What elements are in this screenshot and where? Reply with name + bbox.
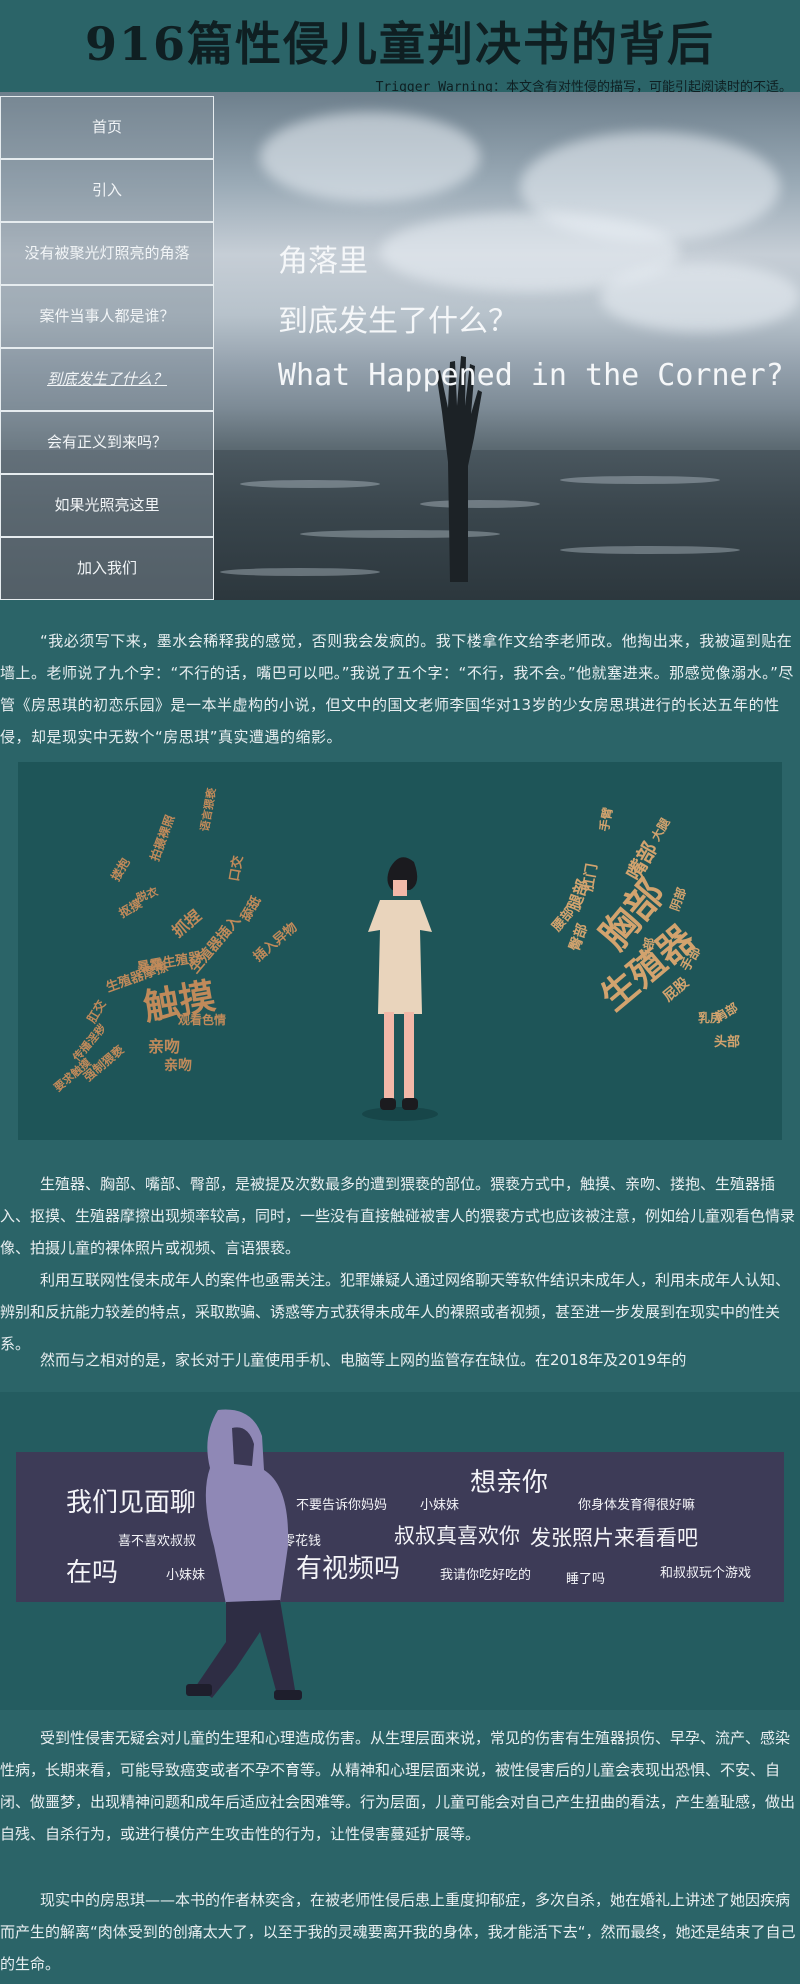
nav-item-light[interactable]: 如果光照亮这里 <box>0 474 214 537</box>
wordcloud-word: 嘴部 <box>622 838 663 885</box>
nav-item-corner[interactable]: 没有被聚光灯照亮的角落 <box>0 222 214 285</box>
wordcloud-word: 抓捏 <box>168 906 205 941</box>
wordcloud-word: 口交 <box>226 854 246 882</box>
wordcloud-word: 阴部 <box>667 885 689 913</box>
cloud-shape <box>260 112 480 202</box>
wordcloud-word: 手臂 <box>596 806 615 832</box>
trigger-warning: Trigger Warning：本文含有对性侵的描写，可能引起阅读时的不适。 <box>375 80 792 95</box>
wordcloud-word: 亲吻 <box>148 1037 180 1056</box>
chat-phrase: 我们见面聊 <box>66 1488 197 1518</box>
chat-phrase: 在吗 <box>66 1558 119 1588</box>
body-paragraph: 受到性侵害无疑会对儿童的生理和心理造成伤害。从生理层面来说，常见的伤害有生殖器损… <box>0 1729 796 1843</box>
wordcloud-word: 拍摄裸照 <box>147 813 178 863</box>
nav-item-home[interactable]: 首页 <box>0 96 214 159</box>
page-header: 916篇性侵儿童判决书的背后 Trigger Warning：本文含有对性侵的描… <box>0 0 800 95</box>
nav-item-justice[interactable]: 会有正义到来吗？ <box>0 411 214 474</box>
wordcloud-word: 舔舐 <box>238 893 265 924</box>
body-part-wordcloud-panel: 触摸 亲吻 抓捏 生殖器插入 抠摸 搂抱 拍摄裸照 口交 强制猥亵 脱衣 亲吻 生殖器摩擦 传播淫秽 观看… <box>18 762 782 1140</box>
chat-phrases-panel: 我们见面聊 想亲你 不要告诉你妈妈 小妹妹 你身体发育得很好嘛 喜不喜欢叔叔 给… <box>16 1452 784 1602</box>
raised-hand-icon <box>436 356 482 582</box>
hero-line-1: 角落里 <box>278 244 368 279</box>
nav-item-label: 案件当事人都是谁？ <box>39 307 175 325</box>
nav-item-intro[interactable]: 引入 <box>0 159 214 222</box>
wordcloud-word: 臀部 <box>566 921 592 953</box>
wordcloud-word: 大腿 <box>648 814 673 843</box>
side-nav: 首页 引入 没有被聚光灯照亮的角落 案件当事人都是谁？ 到底发生了什么？ 会有正… <box>0 96 214 600</box>
intro-paragraph: “我必须写下来，墨水会稀释我的感觉，否则我会发疯的。我下楼拿作文给李老师改。他掏… <box>0 632 794 746</box>
body-paragraph: 生殖器、胸部、嘴部、臀部，是被提及次数最多的遭到猥亵的部位。猥亵方式中，触摸、亲… <box>0 1175 796 1257</box>
chat-phrase: 睡了吗 <box>566 1572 606 1587</box>
chat-phrase: 不要告诉你妈妈 <box>296 1498 388 1513</box>
wordcloud-graphic: 触摸亲吻抓捏生殖器插入抠摸搂抱拍摄裸照口交强制猥亵脱衣亲吻生殖器摩擦传播淫秽观看… <box>51 787 740 1121</box>
nav-item-who[interactable]: 案件当事人都是谁？ <box>0 285 214 348</box>
wordcloud-word: 肛门 <box>579 862 601 893</box>
wordcloud-word: 语言猥亵 <box>197 787 218 833</box>
chat-phrase: 想亲你 <box>470 1468 549 1498</box>
cloud-shape <box>600 262 800 332</box>
hero-line-2: 到底发生了什么？ <box>278 304 518 339</box>
wordcloud-left: 触摸亲吻抓捏生殖器插入抠摸搂抱拍摄裸照口交强制猥亵脱衣亲吻生殖器摩擦传播淫秽观看… <box>51 787 300 1095</box>
chat-phrase: 有视频吗 <box>296 1554 401 1584</box>
girl-figure <box>362 857 438 1121</box>
chat-phrase: 我请你吃好吃的 <box>440 1568 532 1583</box>
wordcloud-word: 插入异物 <box>250 919 300 965</box>
chat-phrase: 你身体发育得很好嘛 <box>578 1498 696 1513</box>
nav-item-label: 加入我们 <box>76 559 137 577</box>
wordcloud-word: 亲吻 <box>164 1057 192 1074</box>
body-paragraph: 现实中的房思琪——本书的作者林奕含，在被老师性侵后患上重度抑郁症，多次自杀，她在… <box>0 1891 796 1973</box>
chat-phrase: 发张照片来看看吧 <box>530 1526 698 1550</box>
wordcloud-word: 搂抱 <box>108 855 133 883</box>
nav-item-label: 到底发生了什么？ <box>46 370 167 388</box>
chat-phrase: 和叔叔玩个游戏 <box>660 1566 752 1581</box>
wordcloud-word: 背部 <box>638 936 657 962</box>
wordcloud-word: 观看色情 <box>178 1012 226 1027</box>
nav-item-label: 引入 <box>91 181 122 199</box>
wordcloud-word: 头部 <box>714 1034 740 1050</box>
body-paragraph: 利用互联网性侵未成年人的案件也亟需关注。犯罪嫌疑人通过网络聊天等软件结识未成年人… <box>0 1271 791 1353</box>
chat-phrase: 小妹妹 <box>166 1568 206 1583</box>
hero-line-3: What Happened in the Corner? <box>278 358 784 393</box>
chat-phrase: 喜不喜欢叔叔 <box>118 1534 197 1549</box>
sea-waves <box>0 450 800 600</box>
nav-item-label: 没有被聚光灯照亮的角落 <box>24 244 190 262</box>
hooded-man-figure <box>186 1409 302 1700</box>
nav-item-join[interactable]: 加入我们 <box>0 537 214 600</box>
page-title: 916篇性侵儿童判决书的背后 <box>84 17 716 71</box>
wordcloud-word: 乳房 <box>698 1010 722 1025</box>
wordcloud-word: 脱衣 <box>134 884 160 905</box>
nav-item-label: 如果光照亮这里 <box>54 496 160 514</box>
nav-item-label: 会有正义到来吗？ <box>46 433 167 451</box>
chat-phrase: 叔叔真喜欢你 <box>394 1524 520 1548</box>
wordcloud-word: 肛交 <box>84 997 109 1025</box>
body-paragraph: 然而与之相对的是，家长对于儿童使用手机、电脑等上网的监管存在缺位。在2018年及… <box>40 1351 687 1369</box>
hero-banner <box>0 92 800 600</box>
nav-item-label: 首页 <box>91 118 122 136</box>
chat-phrase: 小妹妹 <box>420 1498 460 1513</box>
nav-item-what-happened[interactable]: 到底发生了什么？ <box>0 348 214 411</box>
